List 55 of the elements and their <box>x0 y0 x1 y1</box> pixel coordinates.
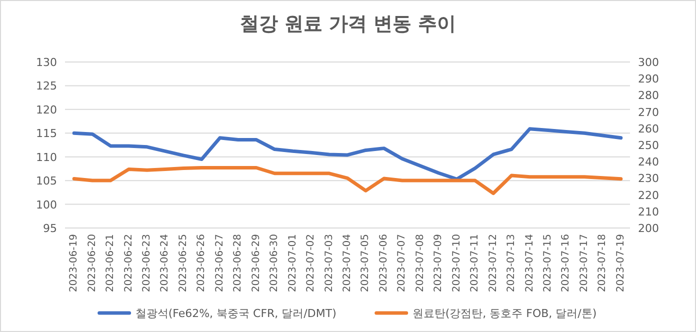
y2-tick-label: 210 <box>638 205 659 218</box>
x-tick-label: 2023-06-25 <box>178 234 189 292</box>
x-tick-label: 2023-07-05 <box>360 234 372 292</box>
y-tick-label: 100 <box>36 198 57 212</box>
x-tick-label: 2023-06-23 <box>142 234 153 292</box>
legend-label: 원료탄(강점탄, 동호주 FOB, 달러/톤) <box>412 307 597 320</box>
x-tick-label: 2023-07-02 <box>306 234 317 292</box>
y-tick-label: 120 <box>36 103 57 116</box>
line-series <box>72 166 623 196</box>
y-tick-label: 130 <box>36 56 57 69</box>
y2-tick-label: 200 <box>638 222 659 235</box>
legend-label: 철광석(Fe62%, 북중국 CFR, 달러/DMT) <box>135 307 336 320</box>
chart-title: 철강 원료 가격 변동 추이 <box>240 13 456 35</box>
x-tick-label: 2023-06-30 <box>269 234 280 292</box>
x-tick-label: 2023-06-19 <box>68 234 80 292</box>
x-tick-label: 2023-07-09 <box>433 234 444 292</box>
x-tick-label: 2023-07-18 <box>597 234 608 292</box>
y-tick-label: 115 <box>36 127 57 140</box>
y2-tick-label: 250 <box>638 139 659 152</box>
y2-tick-label: 220 <box>638 188 659 202</box>
y2-tick-label: 280 <box>638 89 659 102</box>
y2-tick-label: 230 <box>638 172 659 186</box>
x-tick-label: 2023-06-20 <box>86 234 98 292</box>
x-tick-label: 2023-07-13 <box>506 234 518 292</box>
line-series <box>72 127 623 181</box>
x-tick-label: 2023-07-11 <box>470 234 481 292</box>
x-tick-label: 2023-07-12 <box>488 234 499 292</box>
x-tick-label: 2023-07-17 <box>578 234 590 292</box>
x-tick-label: 2023-07-10 <box>451 234 462 292</box>
x-tick-label: 2023-06-24 <box>160 234 171 292</box>
x-tick-label: 2023-06-27 <box>214 234 226 292</box>
y-tick-label: 105 <box>36 174 57 188</box>
x-tick-label: 2023-07-04 <box>342 234 353 292</box>
y-tick-label: 95 <box>43 222 57 235</box>
x-tick-label: 2023-07-01 <box>287 234 298 292</box>
x-tick-label: 2023-06-21 <box>105 234 116 292</box>
x-tick-label: 2023-07-14 <box>524 234 536 292</box>
y2-tick-label: 290 <box>638 72 659 86</box>
y2-tick-label: 240 <box>638 156 659 169</box>
x-tick-label: 2023-06-29 <box>250 234 262 292</box>
y-tick-label: 110 <box>36 150 57 164</box>
y2-tick-label: 300 <box>638 56 659 69</box>
x-tick-label: 2023-07-06 <box>378 234 390 292</box>
x-tick-label: 2023-07-07 <box>396 234 408 292</box>
x-tick-label: 2023-07-08 <box>414 234 426 292</box>
x-tick-label: 2023-06-22 <box>123 234 134 292</box>
x-tick-label: 2023-07-03 <box>324 234 335 292</box>
x-tick-label: 2023-06-26 <box>196 234 208 292</box>
y2-tick-label: 270 <box>638 106 659 119</box>
y2-tick-label: 260 <box>638 122 659 136</box>
x-tick-label: 2023-06-28 <box>232 234 244 292</box>
x-tick-label: 2023-07-16 <box>560 234 572 292</box>
y-tick-label: 125 <box>36 80 57 93</box>
x-tick-label: 2023-07-15 <box>542 234 554 292</box>
x-tick-label: 2023-07-19 <box>615 234 626 292</box>
